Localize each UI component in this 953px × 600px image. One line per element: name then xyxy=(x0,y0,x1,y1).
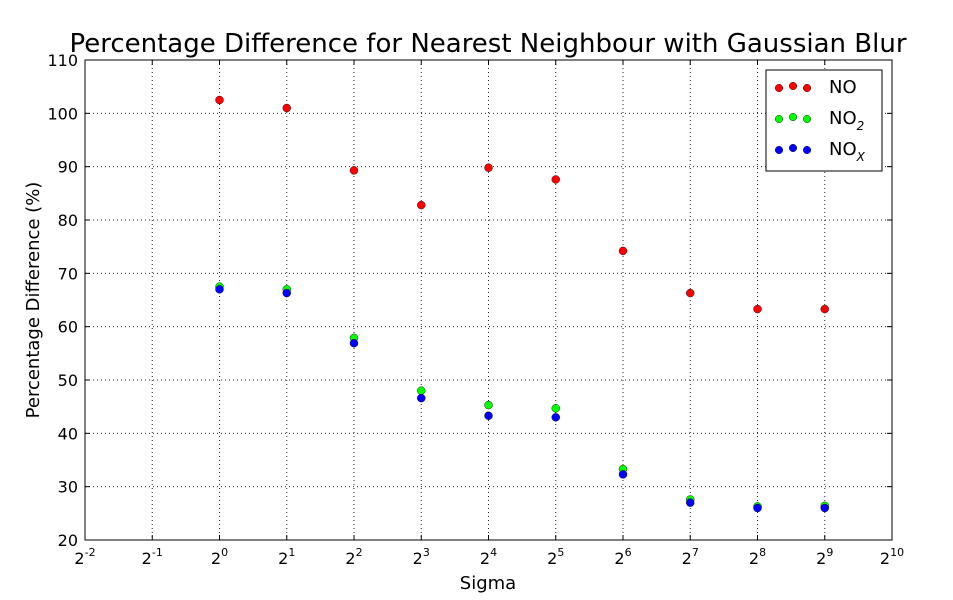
legend-marker-nox xyxy=(803,145,812,154)
data-point-no xyxy=(349,166,359,175)
x-tick-label: 2-1 xyxy=(142,546,163,568)
data-points xyxy=(215,95,829,513)
legend-label-no2: NO2 xyxy=(829,108,864,133)
data-point-no2 xyxy=(417,386,426,395)
data-point-nox xyxy=(551,413,560,422)
legend-box xyxy=(765,69,883,172)
data-point-no xyxy=(551,175,560,184)
data-point-no xyxy=(484,163,493,172)
y-axis: 20 30 40 50 60 70 80 90 100 110 xyxy=(47,51,892,550)
legend-marker-nox xyxy=(789,143,798,152)
data-point-nox xyxy=(686,498,695,507)
chart-title: Percentage Difference for Nearest Neighb… xyxy=(69,29,906,59)
y-tick-label: 20 xyxy=(58,531,78,550)
y-tick-label: 80 xyxy=(58,211,78,230)
x-tick-label: 210 xyxy=(880,546,904,568)
data-point-no xyxy=(417,200,426,210)
legend-marker-no2 xyxy=(775,114,784,123)
y-tick-label: 110 xyxy=(47,51,78,70)
x-tick-label: 26 xyxy=(614,546,631,568)
data-point-no2 xyxy=(484,400,493,410)
data-point-no xyxy=(618,246,628,256)
data-point-nox xyxy=(417,393,426,403)
data-point-nox xyxy=(484,411,493,420)
data-point-no xyxy=(215,95,224,105)
y-tick-label: 40 xyxy=(58,424,78,443)
legend-label-nox: NOX xyxy=(829,139,866,164)
series-nox xyxy=(215,285,829,513)
x-tick-label: 21 xyxy=(278,546,295,568)
y-axis-label: Percentage Difference (%) xyxy=(23,182,44,419)
x-tick-label: 27 xyxy=(682,546,699,568)
data-point-no2 xyxy=(551,404,560,413)
y-tick-label: 100 xyxy=(47,104,78,123)
data-point-nox xyxy=(215,285,224,294)
y-tick-label: 30 xyxy=(58,478,78,497)
x-tick-label: 25 xyxy=(547,546,564,568)
x-tick-label: 29 xyxy=(816,546,833,568)
y-tick-label: 90 xyxy=(58,158,78,177)
series-no xyxy=(215,95,829,314)
data-point-no xyxy=(753,304,762,314)
x-tick-label: 28 xyxy=(749,546,766,568)
y-tick-label: 70 xyxy=(58,264,78,283)
data-point-nox xyxy=(820,503,829,513)
legend-marker-no xyxy=(803,83,812,92)
series-no2 xyxy=(215,282,829,511)
x-tick-label: 22 xyxy=(345,546,362,568)
legend-label-no: NO xyxy=(829,77,857,98)
x-axis-label: Sigma xyxy=(460,573,516,594)
data-point-nox xyxy=(753,503,762,513)
y-tick-label: 50 xyxy=(58,371,78,390)
legend-marker-no2 xyxy=(803,114,812,123)
data-point-nox xyxy=(282,288,291,298)
x-tick-label: 24 xyxy=(480,546,497,568)
data-point-nox xyxy=(349,339,359,348)
x-axis: 2-2 2-1 20 21 22 23 24 25 26 27 28 29 210 xyxy=(74,60,904,568)
x-tick-label: 20 xyxy=(211,546,228,568)
data-point-nox xyxy=(618,470,628,479)
legend-marker-no xyxy=(789,81,798,90)
legend: NO NO2 NOX xyxy=(765,69,883,172)
legend-marker-no xyxy=(775,83,784,92)
legend-marker-no2 xyxy=(789,112,798,121)
data-point-no xyxy=(282,103,291,113)
data-point-no xyxy=(820,304,829,314)
x-tick-label: 23 xyxy=(413,546,430,568)
y-tick-label: 60 xyxy=(58,318,78,337)
data-point-no xyxy=(686,288,695,298)
legend-marker-nox xyxy=(775,145,784,154)
x-tick-label: 2-2 xyxy=(74,546,95,568)
